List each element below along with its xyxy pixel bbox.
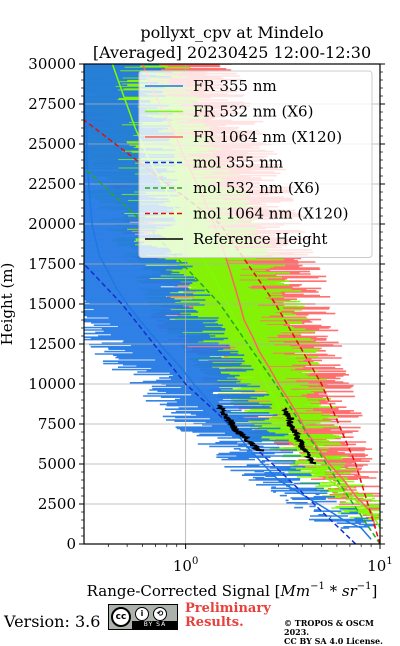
- copyright-notice: © TROPOS & OSCM 2023. CC BY SA 4.0 Licen…: [284, 619, 400, 646]
- legend-label: mol 532 nm (X6): [193, 179, 320, 197]
- copyright-line2: CC BY SA 4.0 License.: [284, 636, 383, 646]
- y-tick-label: 20000: [28, 215, 76, 233]
- cc-icon: cc: [111, 607, 131, 627]
- y-tick-label: 7500: [38, 415, 76, 433]
- y-axis-label: Height (m): [0, 263, 16, 346]
- legend-label: FR 355 nm: [193, 77, 277, 95]
- y-tick-label: 17500: [28, 255, 76, 273]
- x-axis-label: Range-Corrected Signal [Mm−1 * sr−1]: [87, 581, 378, 600]
- y-tick-label: 27500: [28, 95, 76, 113]
- axis-layer: 0 2500 5000 7500 10000 12500 15000 17500 20000 22…: [28, 55, 392, 575]
- x-tick-label: 100: [173, 556, 198, 575]
- preliminary-line1: Preliminary: [185, 601, 271, 616]
- y-tick-label: 22500: [28, 175, 76, 193]
- y-tick-label: 25000: [28, 135, 76, 153]
- y-tick-label: 2500: [38, 495, 76, 513]
- series-line-6: [281, 407, 317, 465]
- preliminary-line2: Results.: [185, 615, 244, 630]
- person-icon: i: [135, 607, 149, 621]
- y-tick-label: 0: [66, 535, 76, 553]
- legend-label: mol 355 nm: [193, 154, 283, 172]
- legend-box: [138, 70, 373, 258]
- series-line-3: [84, 263, 357, 544]
- series-line-0: [84, 64, 372, 540]
- y-tick-label: 12500: [28, 335, 76, 353]
- legend-label: mol 1064 nm (X120): [193, 205, 348, 223]
- legend: FR 355 nm FR 532 nm (X6) FR 1064 nm (X120)…: [138, 70, 373, 258]
- y-tick-label: 10000: [28, 375, 76, 393]
- x-tick-label: 101: [367, 556, 392, 575]
- y-tick-label: 15000: [28, 295, 76, 313]
- copyright-line1: © TROPOS & OSCM 2023.: [284, 618, 374, 637]
- y-tick-label: 5000: [38, 455, 76, 473]
- cc-badge-strip: BY SA: [132, 621, 178, 629]
- legend-label: Reference Height: [193, 230, 327, 248]
- version-label: Version: 3.6: [4, 612, 101, 631]
- legend-label: FR 532 nm (X6): [193, 103, 313, 121]
- preliminary-notice: Preliminary Results.: [185, 602, 271, 630]
- y-tick-label: 30000: [28, 55, 76, 73]
- chart-title-line1: pollyxt_cpv at Mindelo: [140, 23, 323, 42]
- legend-label: FR 1064 nm (X120): [193, 128, 342, 146]
- chart-title-line2: [Averaged] 20230425 12:00-12:30: [93, 43, 371, 62]
- series-line-6: [215, 404, 265, 452]
- series-line-4: [84, 167, 380, 544]
- cc-license-badge[interactable]: cc i ⟲ BY SA: [108, 604, 178, 630]
- share-alike-icon: ⟲: [153, 607, 167, 621]
